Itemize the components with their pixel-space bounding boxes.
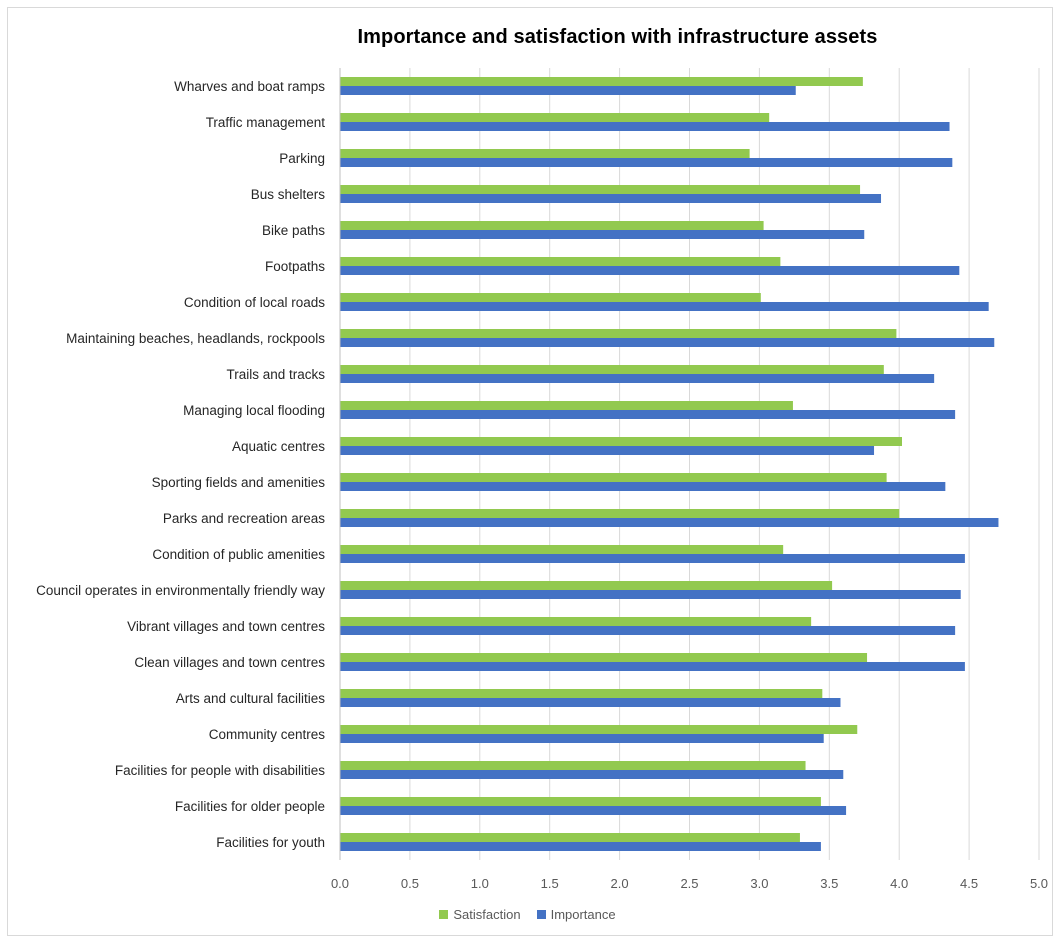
chart-title: Importance and satisfaction with infrast… (357, 26, 878, 48)
legend-swatch-importance (536, 910, 546, 919)
bar-satisfaction (340, 365, 884, 374)
bar-importance (340, 518, 999, 527)
legend-item-satisfaction: Satisfaction (439, 907, 521, 922)
bar-importance (340, 338, 995, 347)
x-tick-label: 3.0 (750, 876, 768, 891)
bar-importance (340, 590, 961, 599)
legend-label-satisfaction: Satisfaction (453, 907, 521, 922)
bar-importance (340, 662, 965, 671)
category-label: Sporting fields and amenities (152, 475, 326, 490)
category-label: Condition of public amenities (152, 547, 325, 562)
bar-importance (340, 230, 865, 239)
category-label: Facilities for youth (216, 835, 325, 850)
bar-satisfaction (340, 437, 902, 446)
category-label: Parking (279, 151, 325, 166)
bar-satisfaction (340, 221, 764, 230)
category-label: Bus shelters (251, 187, 326, 202)
x-tick-label: 3.5 (820, 876, 838, 891)
x-tick-label: 0.5 (401, 876, 419, 891)
bar-satisfaction (340, 761, 806, 770)
category-label: Community centres (209, 727, 326, 742)
legend-item-importance: Importance (536, 907, 616, 922)
category-label: Clean villages and town centres (134, 655, 325, 670)
bar-importance (340, 266, 960, 275)
category-label: Bike paths (262, 223, 325, 238)
bar-satisfaction (340, 689, 823, 698)
bar-satisfaction (340, 833, 800, 842)
bar-importance (340, 842, 821, 851)
category-label: Aquatic centres (232, 439, 325, 454)
category-label: Facilities for older people (175, 799, 325, 814)
category-label: Managing local flooding (183, 403, 325, 418)
bar-importance (340, 374, 935, 383)
bar-importance (340, 122, 950, 131)
bar-satisfaction (340, 185, 861, 194)
bar-satisfaction (340, 617, 812, 626)
x-tick-label: 2.0 (611, 876, 629, 891)
bar-satisfaction (340, 545, 784, 554)
bar-importance (340, 806, 847, 815)
category-label: Condition of local roads (184, 295, 325, 310)
x-tick-label: 1.0 (471, 876, 489, 891)
bar-satisfaction (340, 329, 897, 338)
category-label: Parks and recreation areas (163, 511, 325, 526)
x-tick-label: 4.5 (960, 876, 978, 891)
category-label: Traffic management (206, 115, 326, 130)
bar-satisfaction (340, 797, 821, 806)
x-tick-label: 0.0 (331, 876, 349, 891)
bar-satisfaction (340, 77, 863, 86)
bar-satisfaction (340, 725, 858, 734)
bar-importance (340, 698, 841, 707)
bar-importance (340, 194, 882, 203)
category-label: Vibrant villages and town centres (127, 619, 325, 634)
category-label: Arts and cultural facilities (176, 691, 326, 706)
x-tick-label: 5.0 (1030, 876, 1048, 891)
bar-importance (340, 626, 956, 635)
bar-importance (340, 482, 946, 491)
category-label: Trails and tracks (226, 367, 325, 382)
bar-importance (340, 302, 989, 311)
bar-satisfaction (340, 653, 868, 662)
x-tick-label: 1.5 (541, 876, 559, 891)
bar-satisfaction (340, 257, 781, 266)
category-label: Council operates in environmentally frie… (36, 583, 325, 598)
x-tick-label: 2.5 (680, 876, 698, 891)
x-tick-label: 4.0 (890, 876, 908, 891)
bar-importance (340, 410, 956, 419)
bar-importance (340, 446, 875, 455)
bar-satisfaction (340, 581, 833, 590)
category-label: Maintaining beaches, headlands, rockpool… (66, 331, 325, 346)
bar-satisfaction (340, 149, 750, 158)
bar-importance (340, 86, 796, 95)
bar-satisfaction (340, 401, 793, 410)
legend-label-importance: Importance (550, 907, 616, 922)
category-label: Facilities for people with disabilities (115, 763, 325, 778)
bar-importance (340, 770, 844, 779)
category-label: Wharves and boat ramps (174, 79, 325, 94)
bar-satisfaction (340, 473, 887, 482)
bar-satisfaction (340, 509, 900, 518)
bar-satisfaction (340, 113, 770, 122)
chart-legend: Satisfaction Importance (0, 907, 1055, 922)
legend-swatch-satisfaction (439, 910, 449, 919)
bar-importance (340, 734, 824, 743)
bar-importance (340, 158, 953, 167)
category-label: Footpaths (265, 259, 325, 274)
bar-importance (340, 554, 965, 563)
bar-satisfaction (340, 293, 761, 302)
